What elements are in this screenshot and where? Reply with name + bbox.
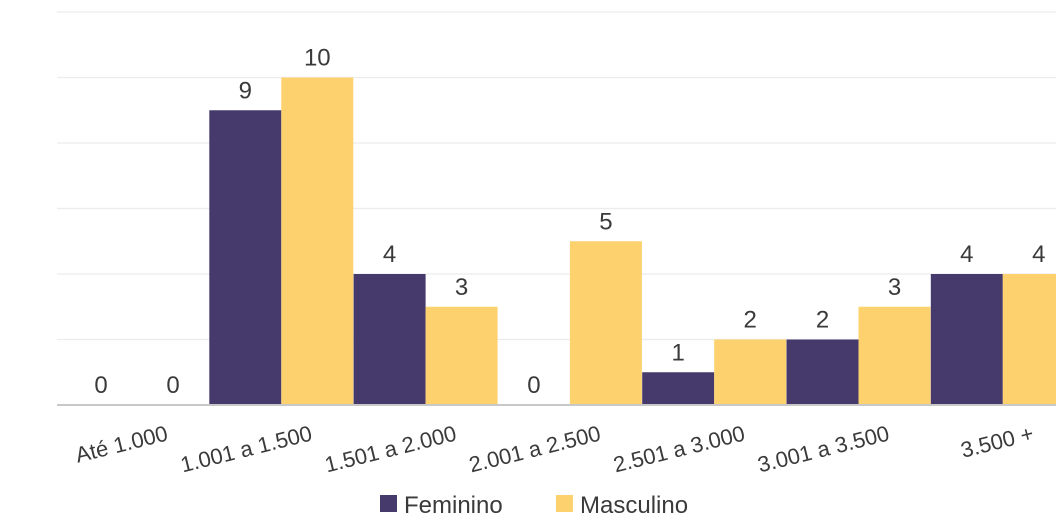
x-tick-labels: Até 1.000 1.001 a 1.500 1.501 a 2.000 2.001… — [73, 421, 1036, 478]
x-tick-label-3: 2.001 a 2.500 — [466, 421, 603, 478]
bar-masculino-1 — [281, 77, 354, 405]
legend: Feminino Masculino — [380, 492, 688, 519]
bar-feminino-4 — [642, 372, 715, 405]
x-tick-label-0: Até 1.000 — [73, 421, 170, 468]
bar-masculino-2 — [425, 306, 498, 405]
bar-feminino-2 — [353, 274, 426, 405]
data-label-feminino-1: 9 — [239, 77, 252, 104]
x-tick-label-2: 1.501 a 2.000 — [322, 421, 459, 478]
legend-swatch-feminino — [380, 495, 397, 512]
legend-swatch-masculino — [556, 495, 573, 512]
data-label-feminino-4: 1 — [672, 339, 685, 366]
data-label-masculino-0: 0 — [166, 372, 179, 399]
data-label-masculino-3: 5 — [599, 208, 612, 235]
bar-masculino-4 — [714, 339, 787, 405]
bars — [209, 77, 1056, 405]
legend-label-feminino: Feminino — [404, 492, 503, 519]
data-label-feminino-5: 2 — [816, 307, 829, 334]
x-tick-label-1: 1.001 a 1.500 — [178, 421, 315, 478]
gridlines — [57, 11, 1056, 341]
data-label-feminino-2: 4 — [383, 241, 396, 268]
bar-masculino-3 — [569, 241, 642, 405]
bar-feminino-6 — [930, 274, 1003, 405]
data-label-masculino-5: 3 — [888, 274, 901, 301]
bar-masculino-5 — [858, 306, 931, 405]
data-label-feminino-3: 0 — [527, 372, 540, 399]
data-label-masculino-6: 4 — [1032, 241, 1045, 268]
data-label-masculino-2: 3 — [455, 274, 468, 301]
x-tick-label-4: 2.501 a 3.000 — [611, 421, 748, 478]
data-label-feminino-0: 0 — [94, 372, 107, 399]
bar-feminino-1 — [209, 110, 282, 405]
x-tick-label-6: 3.500 + — [958, 421, 1036, 463]
data-label-masculino-4: 2 — [744, 307, 757, 334]
data-label-feminino-6: 4 — [960, 241, 973, 268]
bar-masculino-6 — [1002, 274, 1056, 405]
bar-feminino-5 — [786, 339, 859, 405]
x-tick-label-5: 3.001 a 3.500 — [755, 421, 892, 478]
data-label-masculino-1: 10 — [304, 45, 331, 72]
data-labels: 0 0 9 10 4 3 0 5 1 2 2 3 4 4 — [94, 45, 1045, 400]
legend-label-masculino: Masculino — [580, 492, 688, 519]
